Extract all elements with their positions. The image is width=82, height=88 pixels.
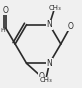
Text: O: O xyxy=(38,72,44,81)
Text: O: O xyxy=(3,6,9,15)
Text: CH₃: CH₃ xyxy=(39,77,52,83)
Text: N: N xyxy=(46,59,52,68)
Text: O: O xyxy=(68,22,74,31)
Text: N: N xyxy=(46,20,52,29)
Text: CH₃: CH₃ xyxy=(48,5,61,11)
Text: H: H xyxy=(1,28,5,33)
